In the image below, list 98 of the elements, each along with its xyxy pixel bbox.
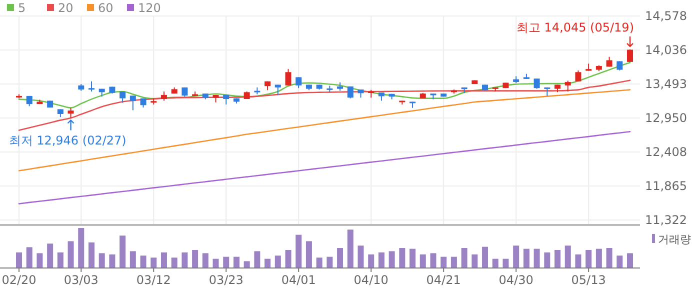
bar	[120, 236, 126, 268]
bar	[254, 251, 260, 268]
bar	[160, 252, 167, 268]
legend-label: 60	[98, 1, 114, 15]
bar	[430, 253, 436, 268]
bar	[616, 256, 623, 268]
bar	[420, 254, 426, 268]
y-tick-label: 11,322	[645, 213, 687, 228]
x-tick-label: 04/10	[354, 273, 388, 287]
bar	[627, 253, 633, 268]
bar	[326, 256, 333, 268]
bar	[150, 258, 157, 268]
bar	[171, 258, 178, 268]
bar	[461, 248, 468, 268]
x-tick-label: 04/01	[281, 273, 316, 287]
bar	[296, 234, 302, 268]
bar	[596, 248, 602, 268]
y-tick-label: 14,578	[645, 9, 687, 24]
line-series	[18, 62, 631, 108]
candlestick	[616, 60, 623, 71]
candlestick	[627, 48, 633, 62]
bar	[575, 254, 582, 268]
bar	[47, 244, 54, 268]
bar	[358, 246, 364, 268]
annotation: 최고 14,045 (05/19)	[516, 20, 634, 34]
bar	[378, 252, 384, 268]
bar	[57, 252, 64, 268]
y-tick-label: 12,408	[645, 145, 687, 160]
candlestick	[274, 84, 281, 96]
bar	[306, 241, 312, 268]
annotation: 최저 12,946 (02/27)	[8, 133, 126, 148]
bar	[264, 258, 271, 268]
bar	[347, 230, 354, 268]
y-tick-label: 12,950	[645, 111, 687, 126]
bar	[502, 258, 509, 268]
line-series	[18, 80, 631, 131]
candlestick	[88, 80, 94, 92]
bar	[140, 256, 146, 268]
bar	[482, 246, 488, 268]
bar	[523, 248, 530, 268]
bar	[513, 246, 520, 268]
bar	[554, 250, 561, 268]
bar	[223, 256, 230, 268]
bar	[534, 248, 540, 268]
bar	[450, 256, 457, 268]
bar	[337, 248, 344, 268]
bar	[544, 252, 550, 268]
candlestick	[296, 76, 302, 89]
bar	[410, 248, 416, 268]
bar	[202, 253, 208, 268]
legend-label: 120	[138, 1, 161, 15]
legend-label: 5	[18, 1, 26, 15]
bar	[109, 254, 116, 268]
x-tick-label: 03/12	[136, 273, 171, 287]
bar	[68, 241, 74, 268]
bar	[182, 252, 188, 268]
bar	[244, 261, 250, 268]
bar	[233, 256, 240, 268]
legend-label: 거래량	[658, 233, 691, 246]
candlestick	[68, 107, 74, 119]
legend-label: 20	[58, 1, 74, 15]
candlestick	[575, 70, 582, 82]
bar	[586, 250, 592, 268]
x-tick-label: 02/20	[2, 273, 36, 287]
bar	[368, 254, 374, 268]
x-tick-label: 04/21	[426, 273, 461, 287]
x-tick-label: 03/23	[208, 273, 244, 287]
bar	[606, 248, 612, 268]
bar	[472, 254, 478, 268]
y-tick-label: 11,865	[645, 179, 687, 194]
x-tick-label: 04/30	[498, 273, 534, 287]
bar	[36, 253, 43, 268]
bar	[316, 258, 322, 268]
bar	[399, 248, 406, 268]
bar	[88, 242, 94, 268]
x-tick-label: 03/03	[64, 273, 98, 287]
x-tick-label: 05/13	[571, 273, 606, 287]
bar	[285, 250, 292, 268]
bar	[16, 252, 22, 268]
bar	[98, 253, 105, 268]
y-tick-label: 13,493	[645, 77, 687, 92]
bar	[274, 256, 281, 268]
candlestick	[130, 95, 136, 111]
bar	[192, 250, 198, 268]
bar	[212, 258, 219, 268]
bar	[130, 251, 136, 268]
candlestick	[534, 78, 540, 90]
candlestick	[285, 68, 292, 86]
bar	[26, 247, 32, 268]
candlestick	[120, 91, 126, 104]
bar	[78, 228, 84, 268]
candlestick	[564, 80, 571, 92]
bar	[492, 258, 498, 268]
y-tick-label: 14,036	[645, 43, 687, 58]
bar	[388, 251, 395, 268]
candlestick	[160, 91, 167, 102]
bar	[440, 256, 447, 268]
bar	[564, 246, 571, 268]
